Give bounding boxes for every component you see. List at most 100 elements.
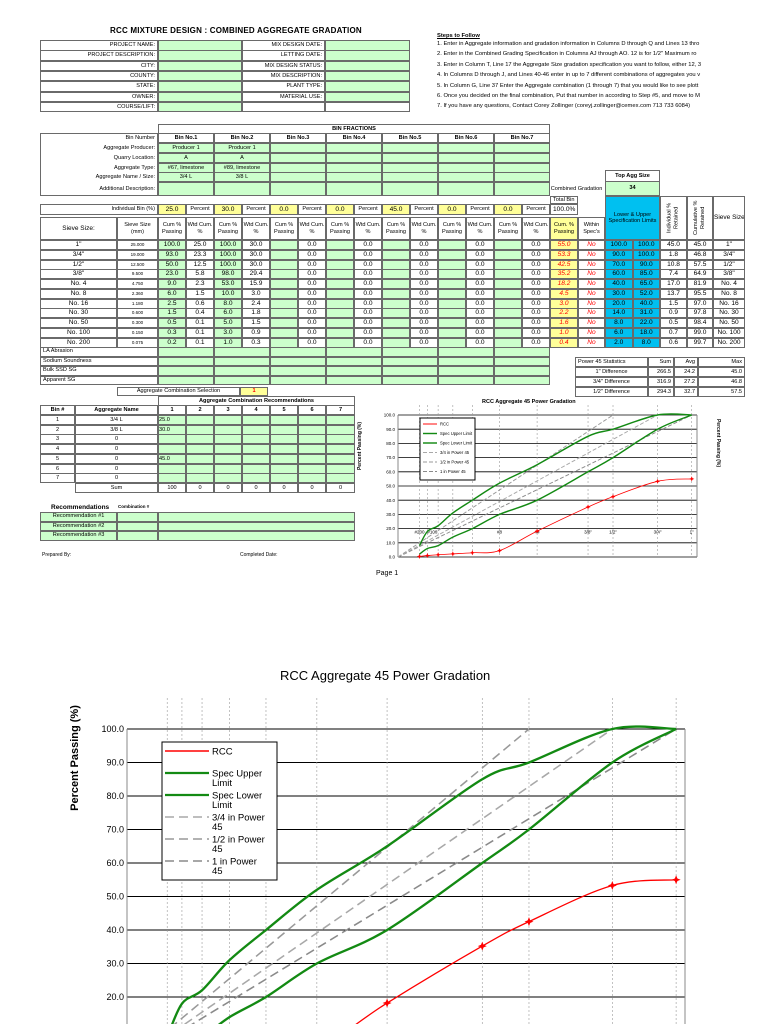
cum-passing-input[interactable] [438,249,466,260]
project-info-input[interactable] [325,40,410,51]
combination-input[interactable]: 25.0 [158,415,186,425]
combination-input[interactable] [158,473,186,484]
combination-input[interactable]: 45.0 [158,453,186,464]
bin-description-input[interactable] [158,182,214,196]
recommendation-notes-input[interactable] [158,512,355,522]
recommendation-combination-input[interactable] [117,521,158,532]
property-input[interactable] [494,375,550,386]
spec-lower-limit[interactable]: 2.0 [605,337,633,348]
spec-lower-limit[interactable]: 6.0 [605,327,633,338]
cum-passing-input[interactable] [494,259,522,270]
cum-passing-input[interactable] [382,240,410,251]
bin-name-input[interactable] [326,172,382,182]
cum-passing-input[interactable] [326,279,354,290]
cum-passing-input[interactable]: 6.0 [158,288,186,299]
cum-passing-input[interactable] [326,298,354,309]
combination-input[interactable] [186,444,214,455]
combination-input[interactable] [158,444,186,455]
cum-passing-input[interactable]: 100.0 [158,240,186,251]
combination-input[interactable] [270,415,298,425]
cum-passing-input[interactable] [382,308,410,319]
bin-quarry-input[interactable] [382,153,438,163]
property-input[interactable] [382,347,438,357]
cum-passing-input[interactable] [270,318,298,329]
property-input[interactable] [438,375,494,386]
property-input[interactable] [214,356,270,367]
cum-passing-input[interactable] [494,269,522,280]
spec-upper-limit[interactable]: 52.0 [632,288,660,299]
cum-passing-input[interactable] [382,279,410,290]
combination-input[interactable] [242,453,270,464]
property-input[interactable] [494,347,550,357]
combination-input[interactable] [242,444,270,455]
spec-lower-limit[interactable]: 100.0 [605,240,633,251]
cum-passing-input[interactable] [494,298,522,309]
cum-passing-input[interactable] [270,279,298,290]
combination-input[interactable] [298,444,326,455]
property-input[interactable] [158,356,214,367]
cum-passing-input[interactable] [270,327,298,338]
spec-lower-limit[interactable]: 60.0 [605,269,633,280]
bin-name-input[interactable] [382,172,438,182]
property-input[interactable] [326,347,382,357]
cum-passing-input[interactable] [382,269,410,280]
cum-passing-input[interactable] [438,327,466,338]
spec-upper-limit[interactable]: 90.0 [632,259,660,270]
combination-input[interactable] [298,463,326,474]
combination-input[interactable] [214,444,242,455]
combination-input[interactable] [186,453,214,464]
project-info-input[interactable] [158,101,242,113]
cum-passing-input[interactable] [326,249,354,260]
cum-passing-input[interactable] [270,259,298,270]
combination-selection-input[interactable]: 1 [240,387,268,396]
property-input[interactable] [438,366,494,376]
cum-passing-input[interactable] [494,327,522,338]
combination-input[interactable] [158,463,186,474]
property-input[interactable] [326,375,382,386]
combination-input[interactable]: 30.0 [158,424,186,435]
bin-name-input[interactable]: 3/4 L [158,172,214,182]
property-input[interactable] [214,375,270,386]
project-info-input[interactable] [325,91,410,103]
cum-passing-input[interactable] [382,259,410,270]
top-agg-size-input[interactable]: 34 [605,181,660,196]
combination-input[interactable] [326,434,355,445]
spec-lower-limit[interactable]: 40.0 [605,279,633,290]
combination-input[interactable] [298,473,326,484]
combination-input[interactable] [214,463,242,474]
spec-upper-limit[interactable]: 100.0 [632,240,660,251]
bin-description-input[interactable] [270,182,326,196]
bin-quarry-input[interactable] [438,153,494,163]
cum-passing-input[interactable] [382,327,410,338]
combination-input[interactable] [270,424,298,435]
property-input[interactable] [270,375,326,386]
combination-input[interactable] [242,473,270,484]
spec-upper-limit[interactable]: 85.0 [632,269,660,280]
cum-passing-input[interactable] [270,298,298,309]
cum-passing-input[interactable]: 100.0 [214,249,242,260]
property-input[interactable] [438,347,494,357]
bin-percent-input[interactable]: 0.0 [326,204,354,215]
combination-input[interactable] [214,424,242,435]
bin-description-input[interactable] [326,182,382,196]
combination-input[interactable] [326,424,355,435]
combination-input[interactable] [242,463,270,474]
combination-input[interactable] [270,473,298,484]
cum-passing-input[interactable] [270,288,298,299]
cum-passing-input[interactable] [438,288,466,299]
combination-input[interactable] [270,453,298,464]
bin-percent-input[interactable]: 0.0 [270,204,298,215]
cum-passing-input[interactable]: 23.0 [158,269,186,280]
bin-name-input[interactable]: 3/8 L [214,172,270,182]
bin-name-input[interactable] [270,172,326,182]
cum-passing-input[interactable] [326,240,354,251]
project-info-input[interactable] [325,81,410,92]
combination-input[interactable] [242,424,270,435]
cum-passing-input[interactable]: 50.0 [158,259,186,270]
project-info-input[interactable] [158,91,242,103]
property-input[interactable] [158,366,214,376]
cum-passing-input[interactable] [382,249,410,260]
combination-input[interactable] [214,434,242,445]
spec-upper-limit[interactable]: 40.0 [632,298,660,309]
cum-passing-input[interactable] [494,249,522,260]
